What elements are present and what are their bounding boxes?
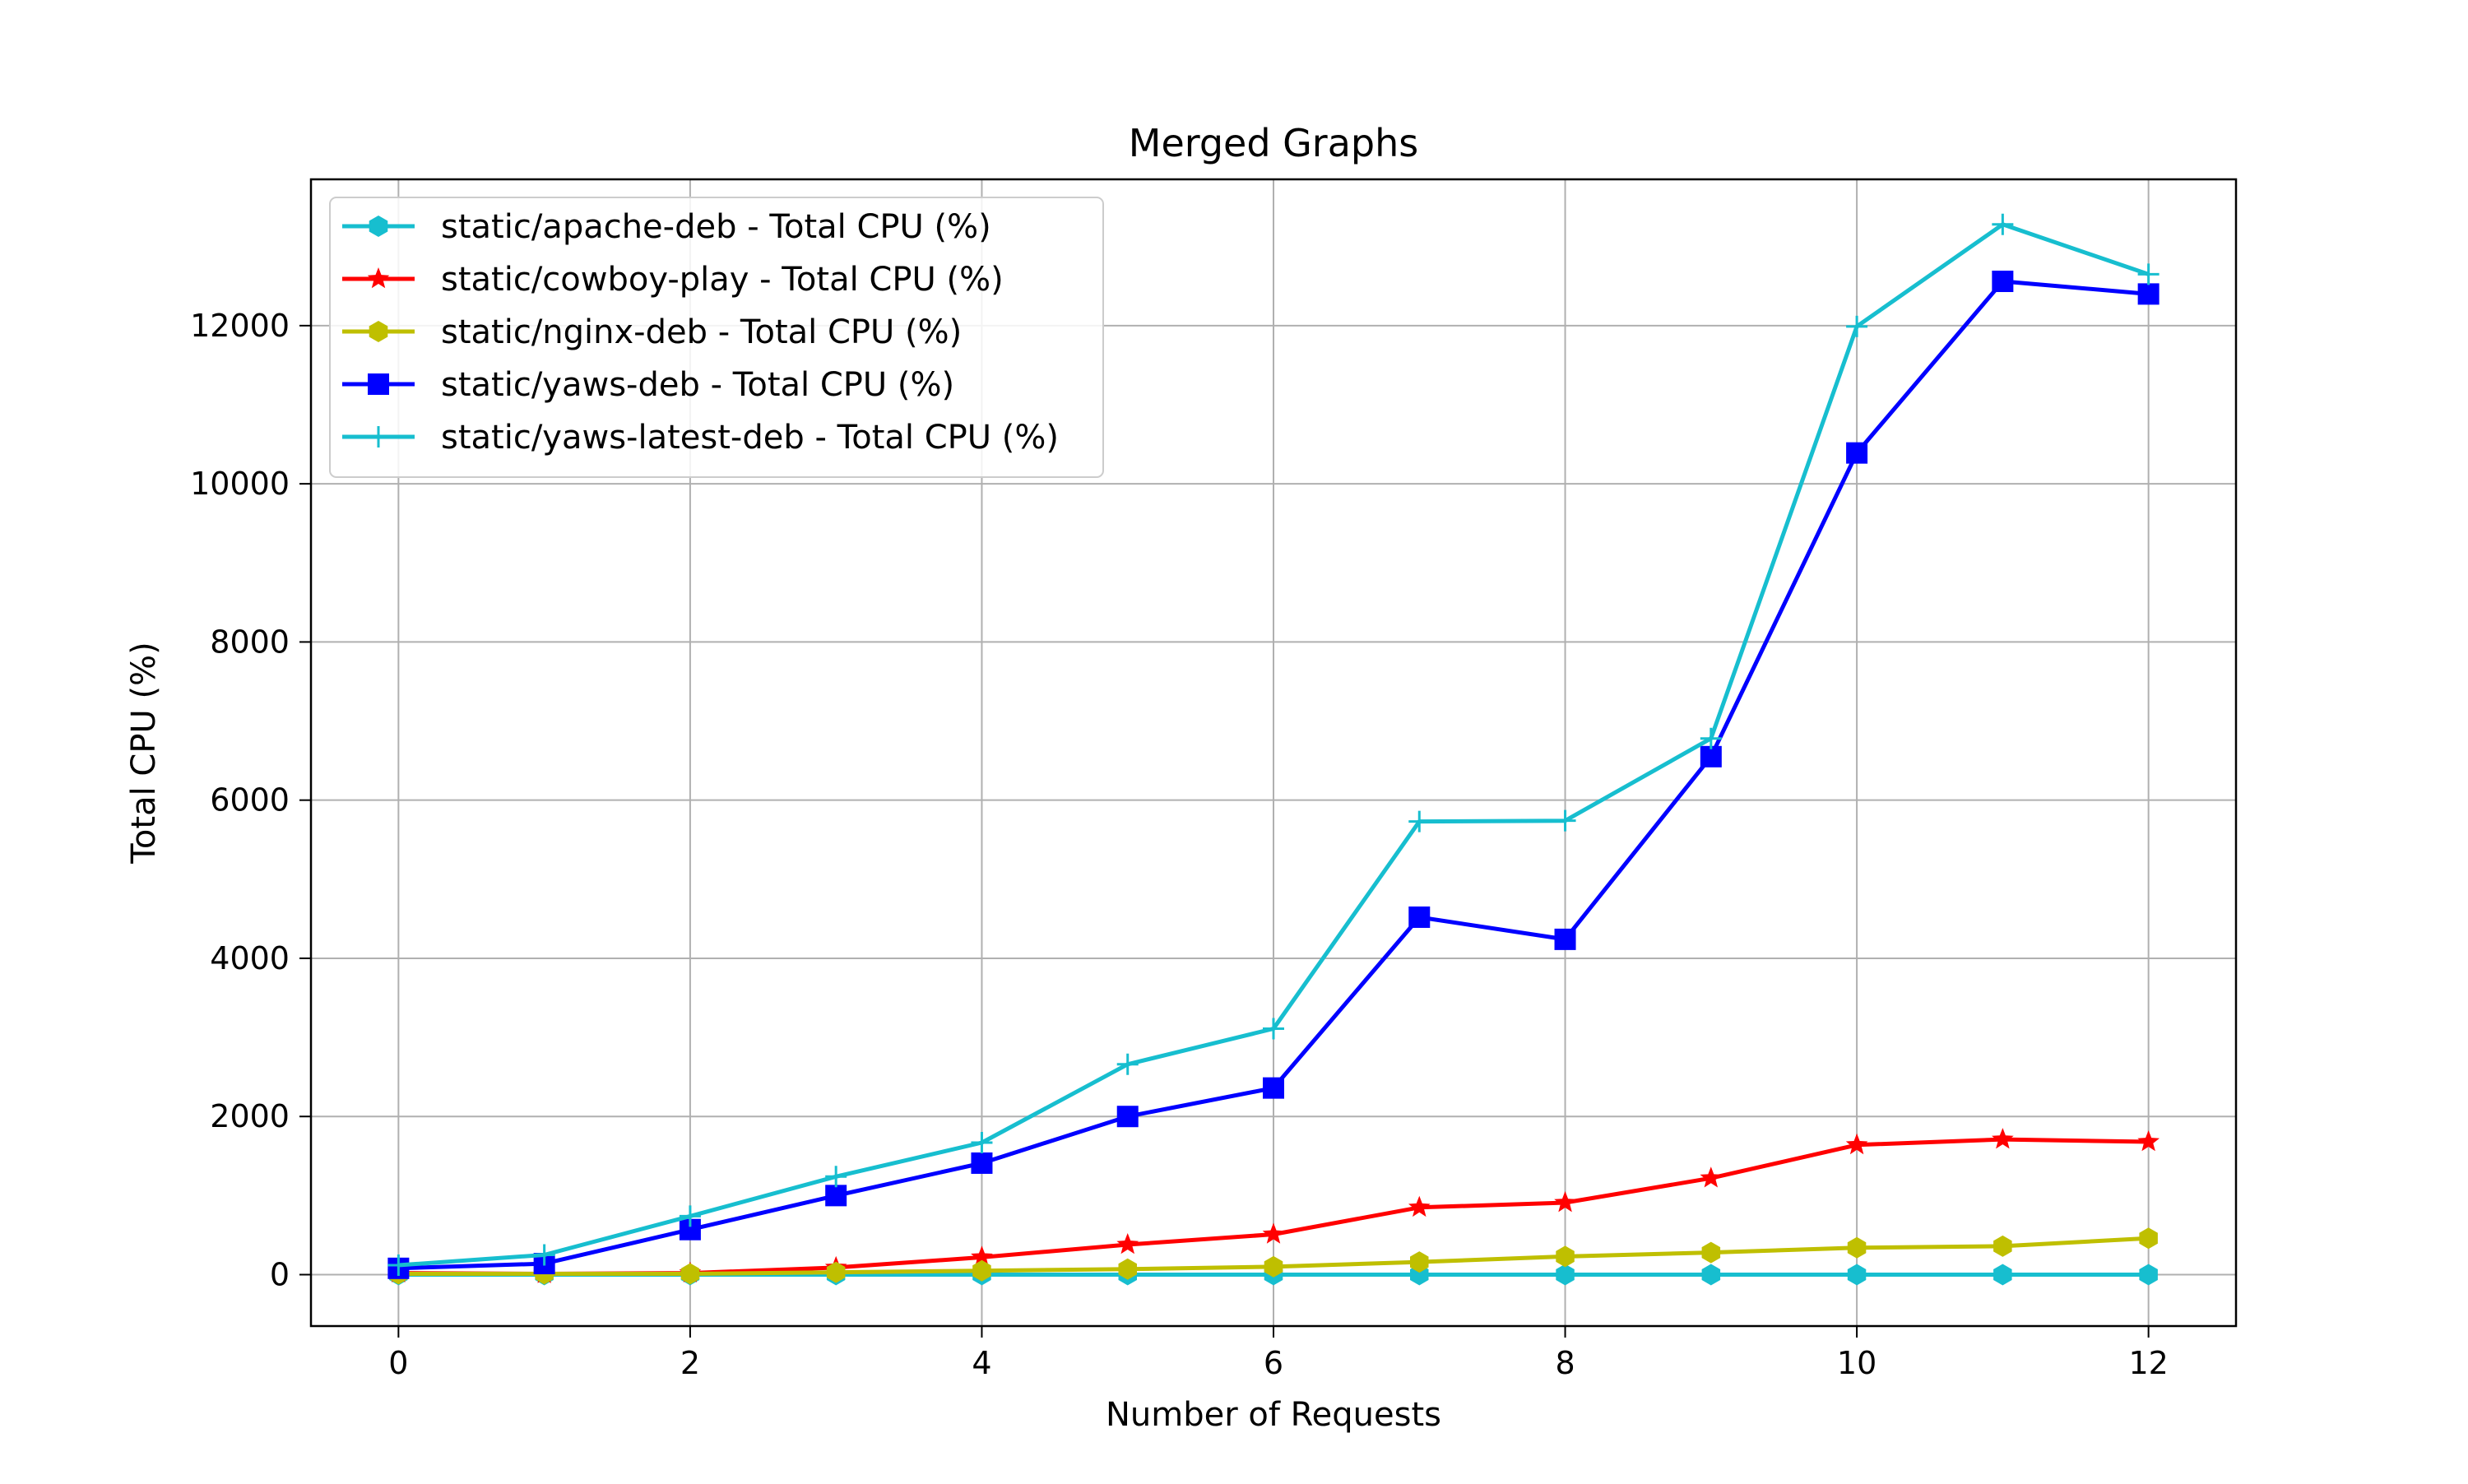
data-point	[1992, 271, 2014, 293]
data-point	[1992, 1128, 2014, 1149]
data-point	[1847, 1264, 1867, 1286]
x-tick-label: 10	[1837, 1345, 1877, 1381]
data-point	[1410, 1251, 1429, 1273]
data-point	[1993, 1264, 2012, 1286]
data-point	[826, 1261, 846, 1283]
data-point	[1700, 727, 1722, 749]
data-point	[1993, 1235, 2012, 1257]
legend-label: static/cowboy-play - Total CPU (%)	[441, 261, 1004, 299]
data-point	[2139, 1227, 2158, 1250]
data-point	[1847, 1236, 1867, 1259]
data-point	[533, 1244, 555, 1266]
legend-marker	[369, 321, 388, 342]
data-point	[1554, 1191, 1576, 1213]
x-tick-label: 0	[388, 1345, 408, 1381]
data-point	[1845, 1133, 1868, 1155]
data-point	[971, 1245, 993, 1267]
data-point	[1701, 1241, 1721, 1264]
legend-marker	[368, 426, 389, 448]
legend-entry: static/apache-deb - Total CPU (%)	[342, 208, 991, 246]
data-point	[971, 1152, 993, 1174]
data-point	[1118, 1258, 1137, 1280]
y-tick-label: 4000	[210, 940, 290, 976]
legend-label: static/apache-deb - Total CPU (%)	[441, 208, 991, 246]
chart-title: Merged Graphs	[1129, 121, 1418, 165]
data-point	[1556, 1264, 1575, 1286]
data-point	[1263, 1018, 1284, 1040]
data-point	[2137, 263, 2160, 285]
data-point	[1554, 928, 1576, 950]
x-tick-label: 6	[1264, 1345, 1283, 1381]
data-point	[1700, 1166, 1723, 1188]
legend-marker	[369, 216, 388, 237]
legend-label: static/yaws-deb - Total CPU (%)	[441, 366, 954, 404]
data-point	[1700, 745, 1722, 768]
data-point	[1116, 1106, 1139, 1128]
x-tick-label: 8	[1555, 1345, 1575, 1381]
legend-entry: static/yaws-latest-deb - Total CPU (%)	[342, 419, 1059, 457]
data-point	[1846, 315, 1868, 337]
data-point	[1992, 213, 2014, 235]
data-point	[1116, 1053, 1139, 1075]
data-point	[2137, 283, 2160, 305]
data-point	[1262, 1222, 1285, 1244]
data-point	[1701, 1264, 1721, 1286]
data-point	[1846, 442, 1868, 464]
legend-label: static/nginx-deb - Total CPU (%)	[441, 313, 962, 351]
data-point	[1264, 1255, 1283, 1278]
data-point	[387, 1254, 410, 1276]
legend-marker	[367, 267, 390, 289]
y-tick-label: 6000	[210, 782, 290, 819]
legend-box	[329, 197, 1104, 478]
y-tick-label: 0	[270, 1257, 290, 1293]
x-axis-label: Number of Requests	[1106, 1396, 1441, 1434]
legend-entry: static/yaws-deb - Total CPU (%)	[342, 366, 954, 404]
series-4	[387, 213, 2160, 1276]
data-point	[825, 1166, 847, 1188]
data-point	[2137, 1130, 2160, 1152]
data-point	[1408, 906, 1431, 928]
legend-marker	[368, 373, 389, 395]
legend-entry: static/nginx-deb - Total CPU (%)	[342, 313, 962, 351]
y-tick-label: 10000	[190, 466, 290, 502]
data-point	[1408, 1195, 1431, 1217]
data-point	[1263, 1077, 1284, 1099]
x-tick-label: 2	[680, 1345, 700, 1381]
legend-label: static/yaws-latest-deb - Total CPU (%)	[441, 419, 1059, 457]
legend-entry: static/cowboy-play - Total CPU (%)	[342, 261, 1004, 299]
data-point	[1408, 810, 1431, 832]
data-point	[972, 1259, 991, 1282]
data-point	[1554, 809, 1576, 832]
axes: 0 2 4 6 8 10 12 0 2000 4000 6000 8000 10000 12000	[190, 308, 2169, 1381]
data-point	[825, 1185, 847, 1207]
data-point	[1556, 1245, 1575, 1268]
x-tick-label: 12	[2128, 1345, 2168, 1381]
data-point	[680, 1263, 700, 1285]
data-point	[679, 1205, 701, 1227]
grid-lines	[311, 179, 2236, 1326]
series-group	[387, 213, 2160, 1286]
data-point	[971, 1131, 993, 1153]
y-tick-label: 2000	[210, 1098, 290, 1134]
data-point	[2139, 1264, 2158, 1286]
y-axis-label: Total CPU (%)	[125, 642, 163, 864]
data-point	[1116, 1233, 1139, 1254]
x-tick-label: 4	[972, 1345, 991, 1381]
legend: static/apache-deb - Total CPU (%) static/…	[329, 197, 1104, 478]
y-tick-label: 12000	[190, 308, 290, 344]
y-tick-label: 8000	[210, 624, 290, 660]
